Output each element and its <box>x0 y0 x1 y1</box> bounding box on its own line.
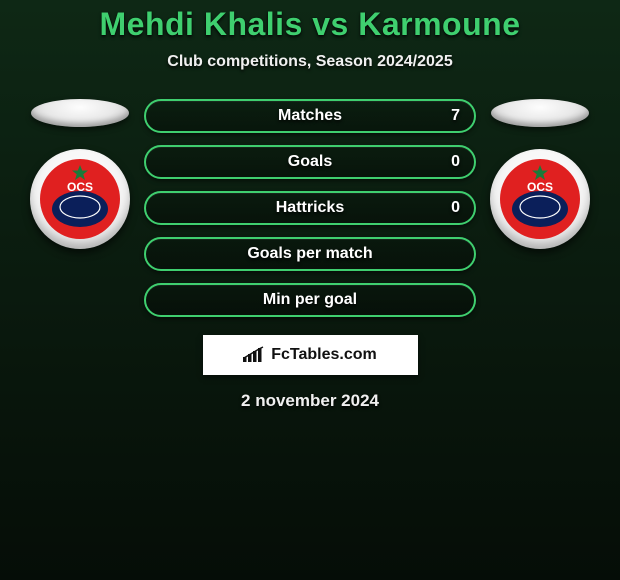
brand-attribution[interactable]: FcTables.com <box>203 335 418 375</box>
right-player-column: OCS <box>480 99 600 249</box>
stat-label: Goals per match <box>247 245 372 263</box>
right-club-badge-label: OCS <box>527 180 553 194</box>
stats-panel: Matches 7 Goals 0 Hattricks 0 Goals per … <box>140 99 480 317</box>
stat-row-goals-per-match: Goals per match <box>144 237 476 271</box>
stat-right-value: 0 <box>451 153 460 171</box>
stat-row-matches: Matches 7 <box>144 99 476 133</box>
left-club-badge-label: OCS <box>67 180 93 194</box>
left-player-column: OCS <box>20 99 140 249</box>
stat-row-min-per-goal: Min per goal <box>144 283 476 317</box>
stat-right-value: 0 <box>451 199 460 217</box>
right-player-silhouette <box>491 99 589 127</box>
main-row: OCS Matches 7 Goals 0 Hattricks 0 <box>0 99 620 317</box>
left-club-badge: OCS <box>30 149 130 249</box>
ocs-crest-icon: OCS <box>498 157 582 241</box>
left-player-silhouette <box>31 99 129 127</box>
footer-date: 2 november 2024 <box>241 391 379 411</box>
stat-label: Hattricks <box>276 199 344 217</box>
brand-text: FcTables.com <box>271 346 377 364</box>
stat-label: Min per goal <box>263 291 357 309</box>
stat-label: Matches <box>278 107 342 125</box>
stat-row-hattricks: Hattricks 0 <box>144 191 476 225</box>
right-club-badge: OCS <box>490 149 590 249</box>
page-title: Mehdi Khalis vs Karmoune <box>100 6 521 43</box>
stat-label: Goals <box>288 153 332 171</box>
stat-right-value: 7 <box>451 107 460 125</box>
stat-row-goals: Goals 0 <box>144 145 476 179</box>
ocs-crest-icon: OCS <box>38 157 122 241</box>
page-subtitle: Club competitions, Season 2024/2025 <box>167 53 452 71</box>
comparison-card: Mehdi Khalis vs Karmoune Club competitio… <box>0 0 620 411</box>
bar-chart-icon <box>243 346 265 364</box>
